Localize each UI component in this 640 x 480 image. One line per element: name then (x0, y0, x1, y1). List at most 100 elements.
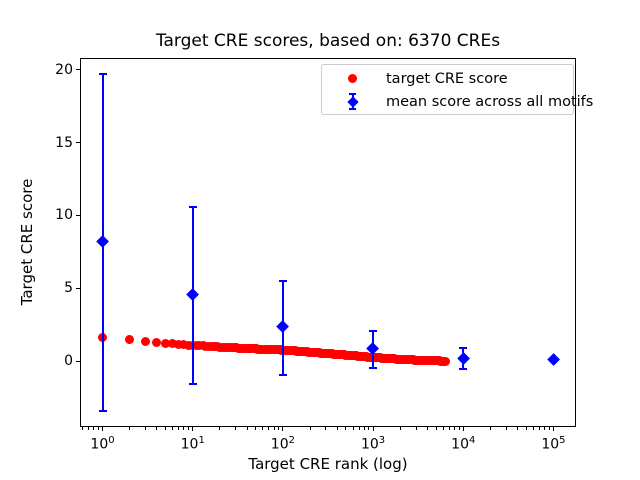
plot-area (80, 58, 576, 427)
legend-label: mean score across all motifs (386, 94, 594, 110)
x-minor-tick (489, 427, 491, 430)
x-major-tick (462, 427, 464, 431)
y-tick-label: 20 (55, 61, 73, 78)
x-minor-tick (188, 427, 190, 430)
data-point-mean-score (546, 353, 560, 367)
x-minor-tick (278, 427, 280, 430)
error-bar-cap-top (278, 280, 287, 283)
x-minor-tick (363, 427, 365, 430)
error-bar-cap-bottom (459, 368, 468, 371)
x-minor-tick (165, 427, 167, 430)
legend-label: target CRE score (386, 71, 508, 87)
x-minor-tick (97, 427, 99, 430)
x-minor-tick (255, 427, 257, 430)
data-point-mean-score (186, 288, 200, 302)
x-minor-tick (268, 427, 270, 430)
x-minor-tick (325, 427, 327, 430)
x-minor-tick (183, 427, 185, 430)
x-minor-tick (82, 427, 84, 430)
x-minor-tick (358, 427, 360, 430)
x-minor-tick (172, 427, 174, 430)
x-tick-label: 100 (90, 435, 115, 453)
x-minor-tick (88, 427, 90, 430)
x-minor-tick (415, 427, 417, 430)
legend-item-mean-score: mean score across all motifs (322, 90, 593, 113)
x-tick-label: 102 (270, 435, 295, 453)
x-tick-label: 105 (541, 435, 566, 453)
y-axis-label: Target CRE score (18, 178, 36, 306)
x-minor-tick (178, 427, 180, 430)
y-major-tick (76, 214, 80, 216)
x-minor-tick (352, 427, 354, 430)
x-minor-tick (525, 427, 527, 430)
error-bar-cap-top (369, 330, 378, 333)
data-point-target-score (168, 339, 178, 349)
error-bar-cap-top (188, 205, 197, 208)
data-layer (81, 59, 575, 426)
x-minor-tick (273, 427, 275, 430)
x-major-tick (372, 427, 374, 431)
x-minor-tick (235, 427, 237, 430)
y-tick-label: 15 (55, 134, 73, 151)
x-minor-tick (426, 427, 428, 430)
x-axis-label: Target CRE rank (log) (248, 455, 408, 473)
y-tick-label: 10 (55, 207, 73, 224)
x-major-tick (282, 427, 284, 431)
x-minor-tick (93, 427, 95, 430)
x-major-tick (102, 427, 104, 431)
y-tick-label: 0 (64, 353, 73, 370)
x-minor-tick (458, 427, 460, 430)
x-minor-tick (544, 427, 546, 430)
data-point-target-score (441, 356, 451, 366)
x-minor-tick (368, 427, 370, 430)
data-point-target-score (125, 334, 135, 344)
data-point-mean-score (456, 351, 470, 365)
x-minor-tick (454, 427, 456, 430)
data-point-mean-score (96, 235, 110, 249)
x-minor-tick (448, 427, 450, 430)
x-minor-tick (435, 427, 437, 430)
y-major-tick (76, 287, 80, 289)
x-minor-tick (517, 427, 519, 430)
legend: target CRE score mean score across all m… (321, 64, 593, 115)
x-minor-tick (262, 427, 264, 430)
x-tick-label: 101 (180, 435, 205, 453)
legend-circle-marker-icon (340, 67, 364, 90)
x-minor-tick (246, 427, 248, 430)
x-minor-tick (129, 427, 131, 430)
x-minor-tick (548, 427, 550, 430)
x-minor-tick (156, 427, 158, 430)
y-tick-label: 5 (64, 280, 73, 297)
y-major-tick (76, 69, 80, 71)
x-minor-tick (309, 427, 311, 430)
data-point-target-score (174, 339, 184, 349)
x-tick-label: 104 (451, 435, 476, 453)
x-minor-tick (442, 427, 444, 430)
data-point-target-score (161, 338, 171, 348)
data-point-target-score (179, 340, 189, 350)
data-point-mean-score (276, 320, 290, 334)
x-minor-tick (399, 427, 401, 430)
x-major-tick (552, 427, 554, 431)
error-bar-cap-bottom (369, 367, 378, 370)
legend-item-target-score: target CRE score (322, 67, 573, 90)
error-bar-cap-top (459, 347, 468, 350)
data-point-target-score (152, 338, 162, 348)
chart-title: Target CRE scores, based on: 6370 CREs (155, 31, 501, 51)
error-bar-cap-bottom (98, 409, 107, 412)
x-minor-tick (538, 427, 540, 430)
x-minor-tick (532, 427, 534, 430)
x-major-tick (192, 427, 194, 431)
x-minor-tick (336, 427, 338, 430)
x-tick-label: 103 (360, 435, 386, 453)
error-bar-cap-bottom (278, 373, 287, 376)
y-major-tick (76, 360, 80, 362)
x-minor-tick (345, 427, 347, 430)
x-minor-tick (219, 427, 221, 430)
legend-errorbar-diamond-icon (340, 90, 364, 113)
data-point-target-score (141, 336, 151, 346)
x-minor-tick (145, 427, 147, 430)
error-bar-cap-top (98, 73, 107, 76)
x-minor-tick (505, 427, 507, 430)
